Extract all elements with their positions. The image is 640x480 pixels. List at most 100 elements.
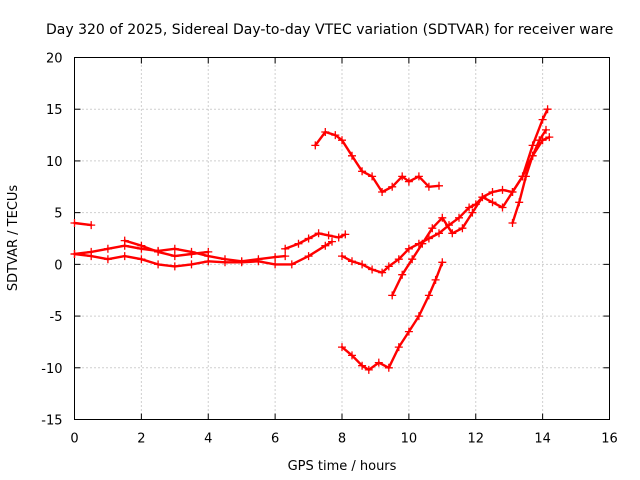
series-sat-c bbox=[70, 237, 336, 271]
series-sat-e bbox=[281, 229, 350, 253]
data-point bbox=[237, 258, 246, 267]
x-tick-label: 10 bbox=[401, 432, 418, 447]
data-point bbox=[394, 343, 403, 352]
data-point bbox=[338, 252, 346, 261]
data-point bbox=[545, 133, 554, 142]
series-line bbox=[284, 232, 347, 251]
data-point bbox=[294, 239, 303, 248]
data-point bbox=[334, 233, 343, 242]
data-series bbox=[70, 105, 554, 374]
data-point bbox=[154, 247, 163, 256]
data-point bbox=[414, 312, 423, 321]
data-point bbox=[254, 257, 263, 266]
series-line bbox=[340, 261, 444, 372]
y-tick-label: 10 bbox=[46, 155, 63, 170]
y-tick-label: -10 bbox=[41, 362, 62, 377]
data-point bbox=[515, 198, 524, 207]
x-tick-label: 2 bbox=[137, 432, 145, 447]
x-tick-label: 16 bbox=[601, 432, 618, 447]
data-point bbox=[498, 185, 507, 194]
data-point bbox=[508, 219, 517, 227]
data-point bbox=[448, 229, 457, 238]
series-sat-i bbox=[388, 105, 552, 300]
data-point bbox=[431, 275, 440, 284]
data-point bbox=[348, 257, 356, 266]
series-sat-h bbox=[338, 133, 554, 277]
data-point bbox=[404, 327, 413, 336]
y-axis-label: SDTVAR / TECUs bbox=[6, 185, 21, 292]
series-sat-g bbox=[338, 258, 447, 374]
series-sat-f bbox=[311, 128, 443, 196]
data-point bbox=[281, 244, 290, 253]
data-point bbox=[338, 136, 346, 145]
data-point bbox=[328, 237, 336, 246]
axis-ticks: 0 2 4 6 8 10 12 14 16 -15 -10 -5 0 5 10 15 20 bbox=[41, 52, 618, 447]
data-point bbox=[438, 258, 447, 267]
data-point bbox=[498, 203, 507, 212]
data-point bbox=[103, 244, 112, 253]
data-point bbox=[465, 203, 474, 212]
data-point bbox=[388, 182, 397, 191]
data-point bbox=[378, 268, 387, 277]
y-tick-label: 0 bbox=[54, 258, 62, 273]
data-point bbox=[414, 172, 423, 181]
data-point bbox=[538, 115, 547, 124]
data-point bbox=[488, 198, 497, 207]
data-point bbox=[137, 241, 146, 250]
data-point bbox=[458, 224, 467, 233]
data-point bbox=[271, 260, 280, 269]
data-point bbox=[455, 213, 463, 222]
data-point bbox=[521, 172, 530, 181]
data-point bbox=[358, 361, 367, 370]
data-point bbox=[508, 188, 517, 196]
data-point bbox=[137, 255, 146, 264]
data-point bbox=[321, 128, 330, 136]
data-point bbox=[368, 265, 377, 274]
data-point bbox=[358, 167, 367, 176]
data-point bbox=[120, 236, 129, 245]
data-point bbox=[287, 260, 296, 269]
data-point bbox=[70, 250, 79, 258]
data-point bbox=[87, 252, 96, 261]
data-point bbox=[358, 260, 367, 269]
series-line bbox=[511, 128, 548, 225]
series-line bbox=[314, 130, 441, 194]
data-point bbox=[338, 343, 346, 352]
x-tick-label: 14 bbox=[534, 432, 551, 447]
data-point bbox=[543, 105, 552, 114]
x-tick-label: 8 bbox=[338, 432, 346, 447]
data-point bbox=[384, 262, 393, 271]
data-point bbox=[120, 252, 129, 261]
data-point bbox=[314, 229, 323, 238]
data-point bbox=[398, 172, 407, 181]
data-point bbox=[348, 351, 356, 360]
data-point bbox=[542, 125, 550, 134]
data-point bbox=[324, 231, 333, 240]
y-tick-label: -5 bbox=[50, 310, 63, 325]
data-point bbox=[424, 291, 433, 300]
x-tick-label: 12 bbox=[467, 432, 484, 447]
data-point bbox=[388, 291, 397, 300]
data-point bbox=[103, 255, 112, 264]
series-sat-a bbox=[70, 219, 96, 230]
y-tick-label: 20 bbox=[46, 52, 63, 67]
data-point bbox=[438, 213, 447, 222]
data-point bbox=[394, 255, 403, 264]
data-point bbox=[204, 247, 213, 256]
x-tick-label: 6 bbox=[271, 432, 279, 447]
data-point bbox=[428, 224, 437, 233]
data-point bbox=[528, 151, 537, 160]
data-point bbox=[364, 365, 373, 374]
data-point bbox=[488, 188, 497, 196]
data-point bbox=[404, 177, 413, 186]
y-tick-label: -15 bbox=[41, 414, 62, 429]
data-point bbox=[435, 229, 443, 238]
x-axis-label: GPS time / hours bbox=[288, 459, 397, 474]
x-tick-label: 4 bbox=[204, 432, 212, 447]
series-sat-j bbox=[508, 125, 550, 227]
data-point bbox=[311, 141, 320, 150]
data-point bbox=[70, 219, 79, 227]
series-sat-d bbox=[120, 236, 213, 261]
data-point bbox=[404, 244, 413, 253]
